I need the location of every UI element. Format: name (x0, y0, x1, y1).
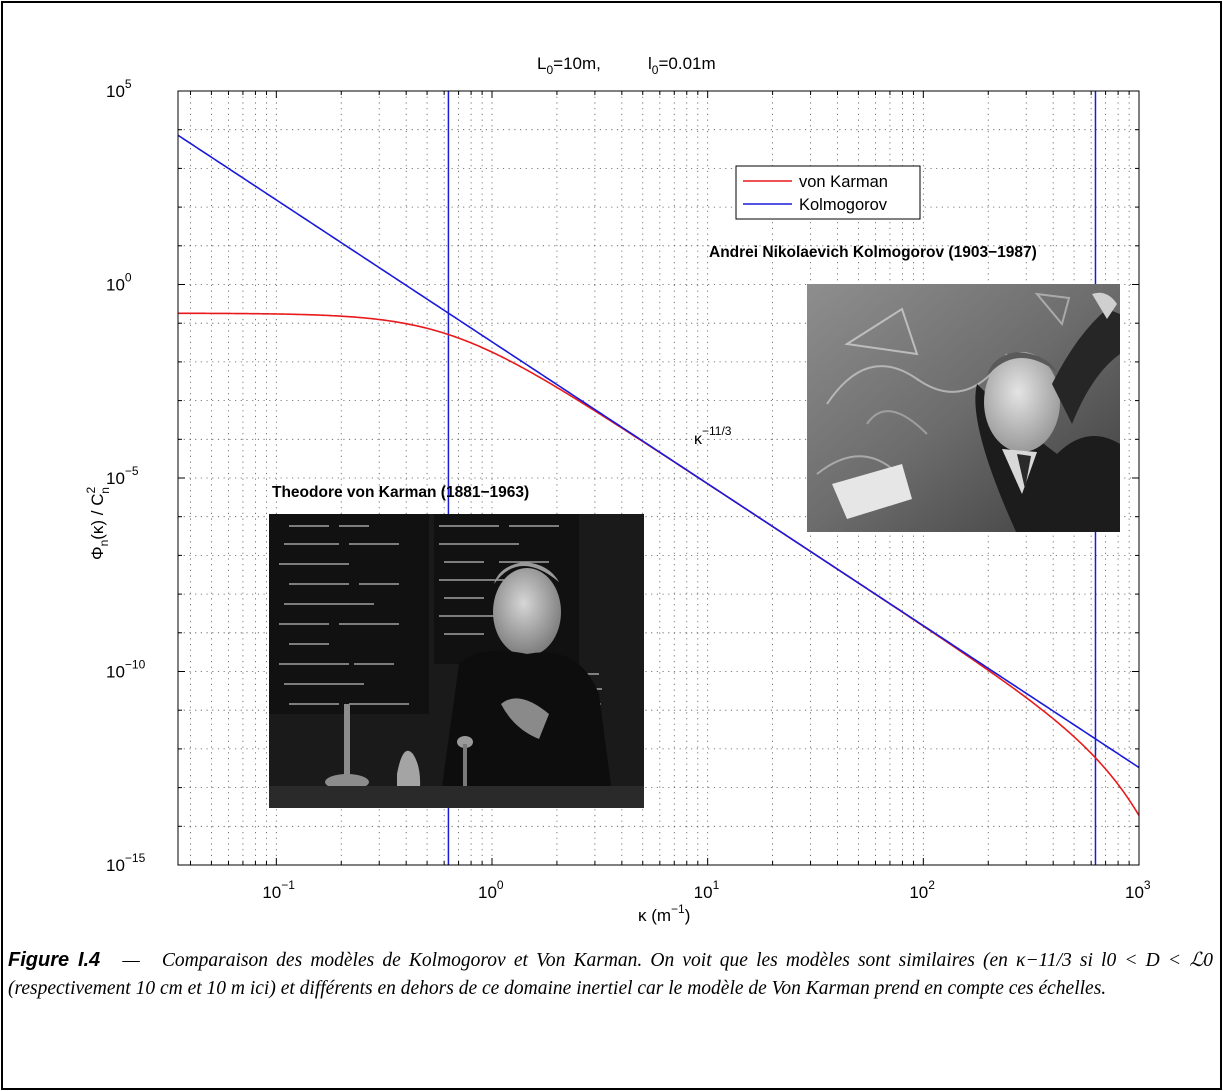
x-tick-label: 103 (1125, 878, 1151, 902)
karman-photo-title: Theodore von Karman (1881−1963) (272, 484, 530, 501)
x-tick-label: 10−1 (262, 878, 295, 902)
kolmogorov-photo (807, 284, 1120, 532)
x-tick-label: 102 (909, 878, 935, 902)
chart-title-part2: l0=0.01m (648, 54, 716, 77)
figure-caption: Figure I.4 — Comparaison des modèles de … (8, 946, 1213, 1003)
figure-label: Figure I.4 (8, 949, 101, 971)
chart-title: L0=10m, (537, 54, 601, 77)
legend: von Karman Kolmogorov (735, 165, 921, 220)
legend-label-kolmogorov: Kolmogorov (799, 196, 888, 214)
log-log-chart: 10−1 100 101 102 103 105 100 10−5 10−10 10−15 L0… (84, 54, 1151, 925)
series-line-kolmogorov (177, 134, 1140, 769)
x-tick-label: 100 (478, 878, 504, 902)
series-lines (177, 134, 1140, 816)
y-tick-label: 105 (106, 77, 132, 101)
kolmogorov-photo-title: Andrei Nikolaevich Kolmogorov (1903−1987… (709, 244, 1037, 261)
x-tick-label: 101 (694, 878, 720, 902)
karman-photo (269, 514, 644, 808)
y-tick-labels: 105 100 10−5 10−10 10−15 (106, 77, 146, 875)
x-tick-labels: 10−1 100 101 102 103 (262, 878, 1151, 902)
y-tick-label: 10−5 (106, 464, 139, 488)
caption-text: Comparaison des modèles de Kolmogorov et… (8, 950, 1214, 999)
y-tick-label: 10−15 (106, 851, 146, 875)
kappa-slope-annotation: κ−11/3 (694, 424, 732, 448)
ticks (178, 90, 1140, 866)
x-axis-label: κ (m−1) (638, 902, 690, 925)
y-tick-label: 10−10 (106, 658, 146, 682)
y-tick-label: 100 (106, 271, 132, 295)
y-axis-label: Φn(κ) / C2n (84, 486, 112, 560)
legend-label-von-karman: von Karman (799, 173, 888, 191)
caption-dash: — (122, 950, 140, 971)
